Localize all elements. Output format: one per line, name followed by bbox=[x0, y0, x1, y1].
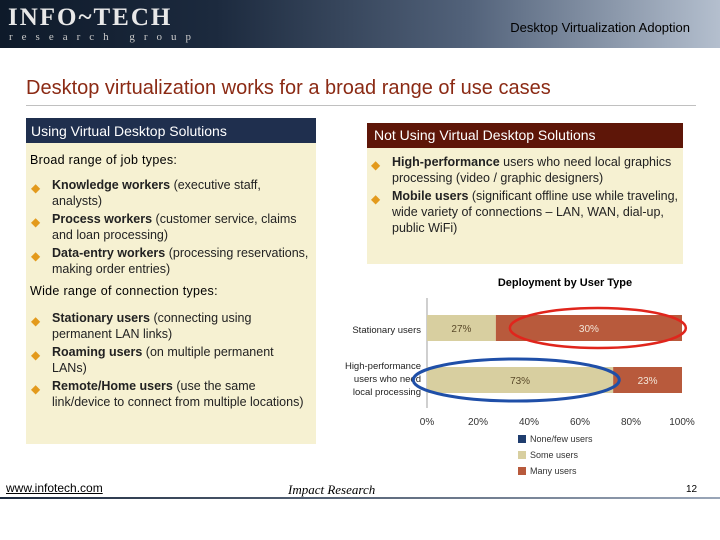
category-label: Stationary users bbox=[352, 325, 421, 336]
legend-label: Some users bbox=[530, 450, 579, 460]
left-panel-heading: Using Virtual Desktop Solutions bbox=[26, 118, 316, 143]
x-tick-label: 60% bbox=[570, 417, 590, 428]
job-types-label: Broad range of job types: bbox=[30, 153, 178, 167]
not-using-list: ◆ High-performance users who need local g… bbox=[370, 154, 680, 238]
diamond-bullet-icon: ◆ bbox=[31, 181, 41, 195]
diamond-bullet-icon: ◆ bbox=[31, 382, 41, 396]
chart-title: Deployment by User Type bbox=[498, 277, 632, 289]
legend-swatch bbox=[518, 467, 526, 475]
title-divider bbox=[26, 105, 696, 106]
legend-label: None/few users bbox=[530, 434, 593, 444]
diamond-bullet-icon: ◆ bbox=[31, 314, 41, 328]
list-item: ◆ Stationary users (connecting using perm… bbox=[31, 311, 252, 341]
x-tick-label: 80% bbox=[621, 417, 641, 428]
diamond-bullet-icon: ◆ bbox=[31, 215, 41, 229]
x-tick-label: 100% bbox=[669, 417, 695, 428]
connection-types-list: ◆ Stationary users (connecting using perm… bbox=[30, 310, 310, 412]
data-label: 23% bbox=[638, 376, 658, 387]
header-banner: INFO~TECH research group Desktop Virtual… bbox=[0, 0, 720, 48]
bar-segment bbox=[427, 315, 496, 341]
page-number: 12 bbox=[686, 484, 698, 495]
diamond-bullet-icon: ◆ bbox=[371, 192, 381, 206]
category-label: local processing bbox=[353, 387, 421, 398]
category-label: High-performance bbox=[345, 361, 421, 372]
header-title: Desktop Virtualization Adoption bbox=[510, 20, 690, 35]
x-tick-label: 40% bbox=[519, 417, 539, 428]
page-title: Desktop virtualization works for a broad… bbox=[26, 77, 551, 99]
data-label: 27% bbox=[451, 324, 471, 335]
bar-segment bbox=[427, 367, 614, 393]
highlight-circle bbox=[411, 357, 621, 403]
deployment-chart: Deployment by User Type 27% 30% Stationary … bbox=[345, 277, 695, 476]
list-item: ◆ Data-entry workers (processing reservat… bbox=[31, 246, 309, 276]
diamond-bullet-icon: ◆ bbox=[371, 158, 381, 172]
bar-segment bbox=[613, 367, 682, 393]
footer-divider bbox=[0, 497, 720, 499]
footer-label: Impact Research bbox=[288, 482, 376, 497]
company-logo-subtitle: research group bbox=[9, 31, 201, 43]
list-item: ◆ Knowledge workers (executive staff, ana… bbox=[31, 178, 261, 208]
list-item: ◆ Remote/Home users (use the same link/de… bbox=[31, 379, 304, 409]
diamond-bullet-icon: ◆ bbox=[31, 249, 41, 263]
diamond-bullet-icon: ◆ bbox=[31, 348, 41, 362]
job-types-list: ◆ Knowledge workers (executive staff, ana… bbox=[30, 177, 312, 279]
data-label: 30% bbox=[579, 324, 599, 335]
legend-label: Many users bbox=[530, 466, 577, 476]
highlight-circle bbox=[508, 306, 688, 350]
x-tick-label: 20% bbox=[468, 417, 488, 428]
website-link[interactable]: www.infotech.com bbox=[6, 481, 103, 495]
left-panel-background bbox=[26, 118, 316, 444]
data-label: 73% bbox=[510, 376, 530, 387]
list-item: ◆ Mobile users (significant offline use w… bbox=[371, 189, 679, 235]
connection-types-label: Wide range of connection types: bbox=[30, 284, 218, 298]
x-tick-label: 0% bbox=[420, 417, 435, 428]
category-label: users who need bbox=[354, 374, 421, 385]
list-item: ◆ Roaming users (on multiple permanent LA… bbox=[31, 345, 274, 375]
list-item: ◆ Process workers (customer service, clai… bbox=[31, 212, 297, 242]
bar-segment bbox=[495, 315, 682, 341]
list-item: ◆ High-performance users who need local g… bbox=[371, 155, 672, 185]
legend-swatch bbox=[518, 451, 526, 459]
right-panel-heading: Not Using Virtual Desktop Solutions bbox=[367, 123, 683, 148]
right-panel-background bbox=[367, 148, 683, 264]
legend-swatch bbox=[518, 435, 526, 443]
company-logo: INFO~TECH bbox=[8, 4, 173, 31]
